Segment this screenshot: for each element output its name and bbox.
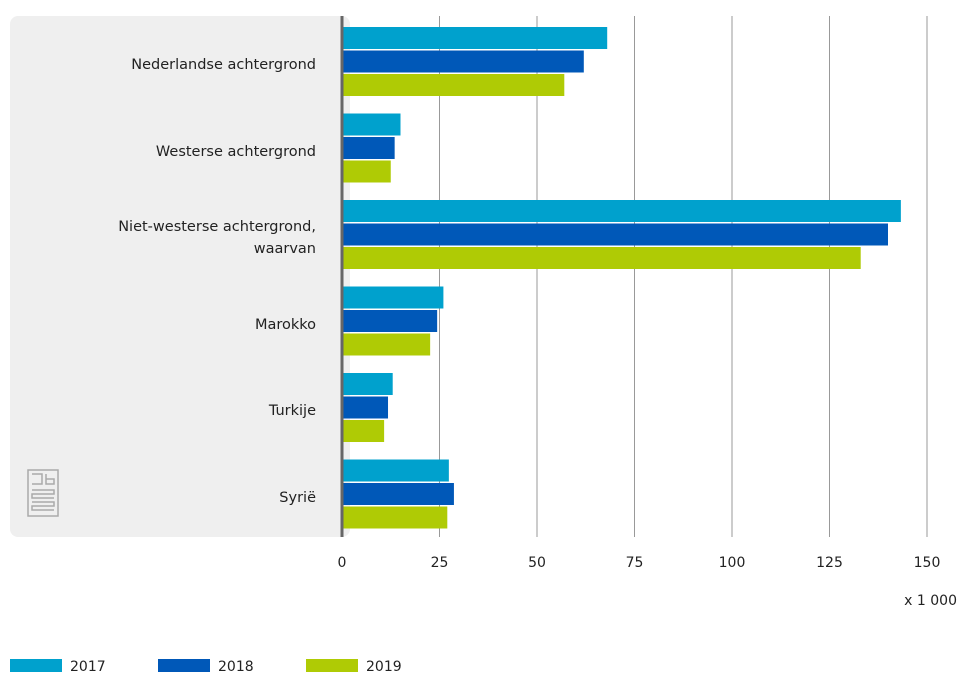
- bar: [342, 50, 584, 73]
- bar: [342, 160, 391, 183]
- x-unit-label: x 1 000: [904, 593, 957, 609]
- category-label: Niet-westerse achtergrond, waarvan: [118, 219, 316, 257]
- legend-label: 2019: [366, 659, 402, 675]
- legend-label: 2018: [218, 659, 254, 675]
- bar: [342, 27, 608, 49]
- bar: [342, 223, 888, 246]
- x-tick-label: 75: [626, 555, 644, 571]
- legend-label: 2017: [70, 659, 106, 675]
- bar: [342, 420, 385, 442]
- x-tick-label: 0: [338, 555, 347, 571]
- bar: [342, 333, 431, 356]
- x-tick-label: 125: [816, 555, 843, 571]
- x-tick-label: 150: [914, 555, 941, 571]
- bar: [342, 247, 861, 269]
- x-tick-label: 25: [431, 555, 449, 571]
- category-label: Syrië: [279, 489, 316, 506]
- bar: [342, 286, 444, 309]
- x-tick-label: 50: [528, 555, 546, 571]
- logo: [27, 469, 59, 517]
- bar: [342, 310, 438, 332]
- bar: [342, 200, 901, 222]
- category-label: Marokko: [254, 316, 316, 333]
- bar: [342, 506, 448, 529]
- bar: [342, 373, 393, 395]
- bar: [342, 483, 454, 505]
- bar: [342, 137, 395, 159]
- label-panel: [10, 16, 350, 537]
- x-tick-label: 100: [719, 555, 746, 571]
- bar: [342, 396, 389, 419]
- category-label: Westerse achtergrond: [155, 143, 316, 160]
- bar: [342, 113, 401, 136]
- bar: [342, 74, 565, 96]
- legend-swatch: [10, 659, 62, 672]
- category-label: Nederlandse achtergrond: [131, 57, 316, 73]
- category-label: Turkije: [268, 403, 316, 419]
- bar: [342, 459, 449, 482]
- legend-swatch: [158, 659, 210, 672]
- legend-swatch: [306, 659, 358, 672]
